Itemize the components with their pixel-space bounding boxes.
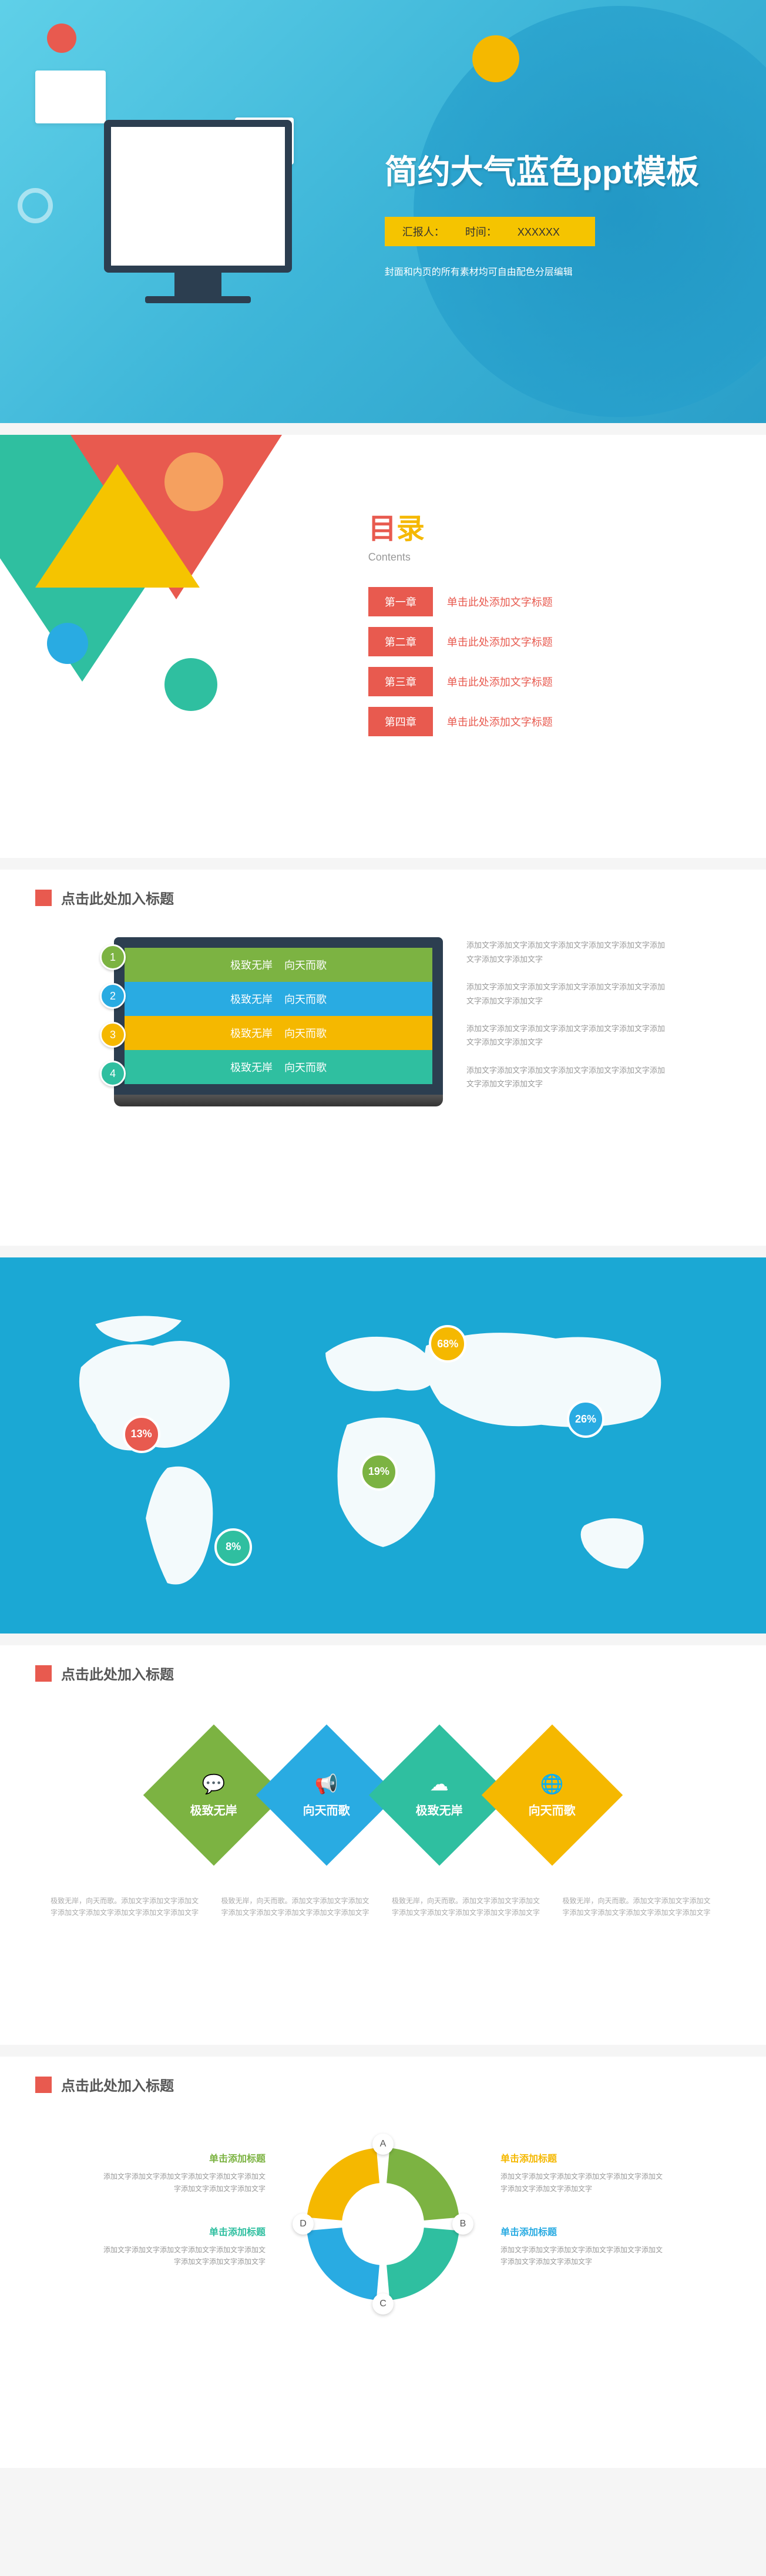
time-value: XXXXXX [518, 226, 560, 238]
laptop-slide: 点击此处加入标题 1 2 3 4 极致无岸向天而歌极致无岸向天而歌极致无岸向天而歌极致… [0, 870, 766, 1246]
cycle-block-desc: 添加文字添加文字添加文字添加文字添加文字添加文字添加文字添加文字添加文字 [101, 2171, 266, 2195]
cycle-arc [307, 2228, 379, 2300]
cover-slide: 简约大气蓝色ppt模板 汇报人： 时间： XXXXXX 封面和内页的所有素材均可… [0, 0, 766, 423]
diamond-desc: 极致无岸，向天而歌。添加文字添加文字添加文字添加文字添加文字添加文字添加文字添加… [562, 1895, 715, 1919]
diamonds-slide: 点击此处加入标题 💬 极致无岸 📢 向天而歌 ☁ 极致无岸 🌐 向天而歌 极致无岸，向天而歌。… [0, 1645, 766, 2045]
section-title: 点击此处加入标题 [61, 887, 174, 908]
diamond-text: 极致无岸 [190, 1801, 237, 1818]
cycle-block-desc: 添加文字添加文字添加文字添加文字添加文字添加文字添加文字添加文字添加文字 [101, 2244, 266, 2268]
map-pin: 19% [360, 1453, 398, 1491]
section-title: 点击此处加入标题 [61, 1663, 174, 1683]
toc-item: 第四章单击此处添加文字标题 [368, 707, 719, 736]
row-desc: 添加文字添加文字添加文字添加文字添加文字添加文字添加文字添加文字添加文字 [466, 1064, 666, 1091]
section-mark-icon [35, 1665, 52, 1682]
cycle-label: B [452, 2213, 473, 2235]
cycle-block: 单击添加标题添加文字添加文字添加文字添加文字添加文字添加文字添加文字添加文字添加… [101, 2151, 266, 2195]
cover-info-bar: 汇报人： 时间： XXXXXX [385, 217, 595, 246]
toc-item: 第一章单击此处添加文字标题 [368, 587, 719, 616]
row-number: 2 [100, 983, 126, 1009]
diamond-icon: ☁ [416, 1773, 463, 1795]
time-label: 时间： [465, 226, 497, 238]
map-pin: 26% [567, 1400, 604, 1438]
cycle-block-title: 单击添加标题 [101, 2151, 266, 2165]
cover-graphic [47, 120, 350, 303]
chapter-badge: 第二章 [368, 627, 433, 656]
map-pin: 68% [429, 1325, 466, 1363]
chapter-badge: 第四章 [368, 707, 433, 736]
cycle-label: C [372, 2293, 394, 2315]
toc-graphic [0, 435, 345, 858]
diamond-desc: 极致无岸，向天而歌。添加文字添加文字添加文字添加文字添加文字添加文字添加文字添加… [392, 1895, 545, 1919]
diamond-item: 🌐 向天而歌 [482, 1725, 623, 1866]
map-slide: 13% 68% 26% 19% 8% [0, 1257, 766, 1634]
chapter-text: 单击此处添加文字标题 [447, 634, 553, 649]
diamond-icon: 🌐 [529, 1773, 576, 1795]
row-number: 3 [100, 1022, 126, 1048]
map-pin: 13% [123, 1416, 160, 1453]
cycle-block-title: 单击添加标题 [500, 2224, 665, 2238]
cover-title: 简约大气蓝色ppt模板 [385, 146, 719, 193]
cycle-arc [387, 2228, 459, 2300]
laptop-graphic: 极致无岸向天而歌极致无岸向天而歌极致无岸向天而歌极致无岸向天而歌 [114, 937, 443, 1106]
diamond-icon: 📢 [303, 1773, 350, 1795]
cycle-block-title: 单击添加标题 [101, 2224, 266, 2238]
cycle-block-title: 单击添加标题 [500, 2151, 665, 2165]
row-number: 1 [100, 944, 126, 970]
toc-heading: 目录 [368, 505, 719, 546]
toc-item: 第三章单击此处添加文字标题 [368, 667, 719, 696]
row-number: 4 [100, 1061, 126, 1086]
diamond-text: 向天而歌 [303, 1801, 350, 1818]
chapter-badge: 第一章 [368, 587, 433, 616]
laptop-row: 极致无岸向天而歌 [125, 1050, 432, 1084]
section-mark-icon [35, 2077, 52, 2093]
diamond-desc: 极致无岸，向天而歌。添加文字添加文字添加文字添加文字添加文字添加文字添加文字添加… [51, 1895, 203, 1919]
chapter-text: 单击此处添加文字标题 [447, 714, 553, 729]
cycle-block-desc: 添加文字添加文字添加文字添加文字添加文字添加文字添加文字添加文字添加文字 [500, 2171, 665, 2195]
cycle-block: 单击添加标题添加文字添加文字添加文字添加文字添加文字添加文字添加文字添加文字添加… [500, 2224, 665, 2268]
cycle-arc [387, 2148, 459, 2220]
diamond-text: 向天而歌 [529, 1801, 576, 1818]
section-mark-icon [35, 890, 52, 906]
cycle-chart: A B C D [295, 2136, 471, 2312]
laptop-row: 极致无岸向天而歌 [125, 1016, 432, 1050]
chapter-text: 单击此处添加文字标题 [447, 594, 553, 609]
laptop-row: 极致无岸向天而歌 [125, 948, 432, 982]
cycle-slide: 点击此处加入标题 单击添加标题添加文字添加文字添加文字添加文字添加文字添加文字添… [0, 2057, 766, 2468]
diamond-icon: 💬 [190, 1773, 237, 1795]
row-desc: 添加文字添加文字添加文字添加文字添加文字添加文字添加文字添加文字添加文字 [466, 1022, 666, 1049]
cycle-block-desc: 添加文字添加文字添加文字添加文字添加文字添加文字添加文字添加文字添加文字 [500, 2244, 665, 2268]
cycle-arc [307, 2148, 379, 2220]
diamond-text: 极致无岸 [416, 1801, 463, 1818]
diamond-desc: 极致无岸，向天而歌。添加文字添加文字添加文字添加文字添加文字添加文字添加文字添加… [221, 1895, 374, 1919]
chapter-badge: 第三章 [368, 667, 433, 696]
reporter-label: 汇报人： [402, 226, 445, 238]
toc-subtitle: Contents [368, 551, 719, 564]
cycle-label: A [372, 2134, 394, 2155]
row-desc: 添加文字添加文字添加文字添加文字添加文字添加文字添加文字添加文字添加文字 [466, 938, 666, 966]
cover-note: 封面和内页的所有素材均可自由配色分层编辑 [385, 264, 719, 278]
map-pin: 8% [214, 1528, 252, 1566]
laptop-row: 极致无岸向天而歌 [125, 982, 432, 1016]
cycle-block: 单击添加标题添加文字添加文字添加文字添加文字添加文字添加文字添加文字添加文字添加… [500, 2151, 665, 2195]
cycle-block: 单击添加标题添加文字添加文字添加文字添加文字添加文字添加文字添加文字添加文字添加… [101, 2224, 266, 2268]
row-desc: 添加文字添加文字添加文字添加文字添加文字添加文字添加文字添加文字添加文字 [466, 980, 666, 1008]
chapter-text: 单击此处添加文字标题 [447, 674, 553, 689]
toc-slide: 目录 Contents 第一章单击此处添加文字标题第二章单击此处添加文字标题第三… [0, 435, 766, 858]
cycle-label: D [293, 2213, 314, 2235]
section-title: 点击此处加入标题 [61, 2074, 174, 2095]
toc-item: 第二章单击此处添加文字标题 [368, 627, 719, 656]
